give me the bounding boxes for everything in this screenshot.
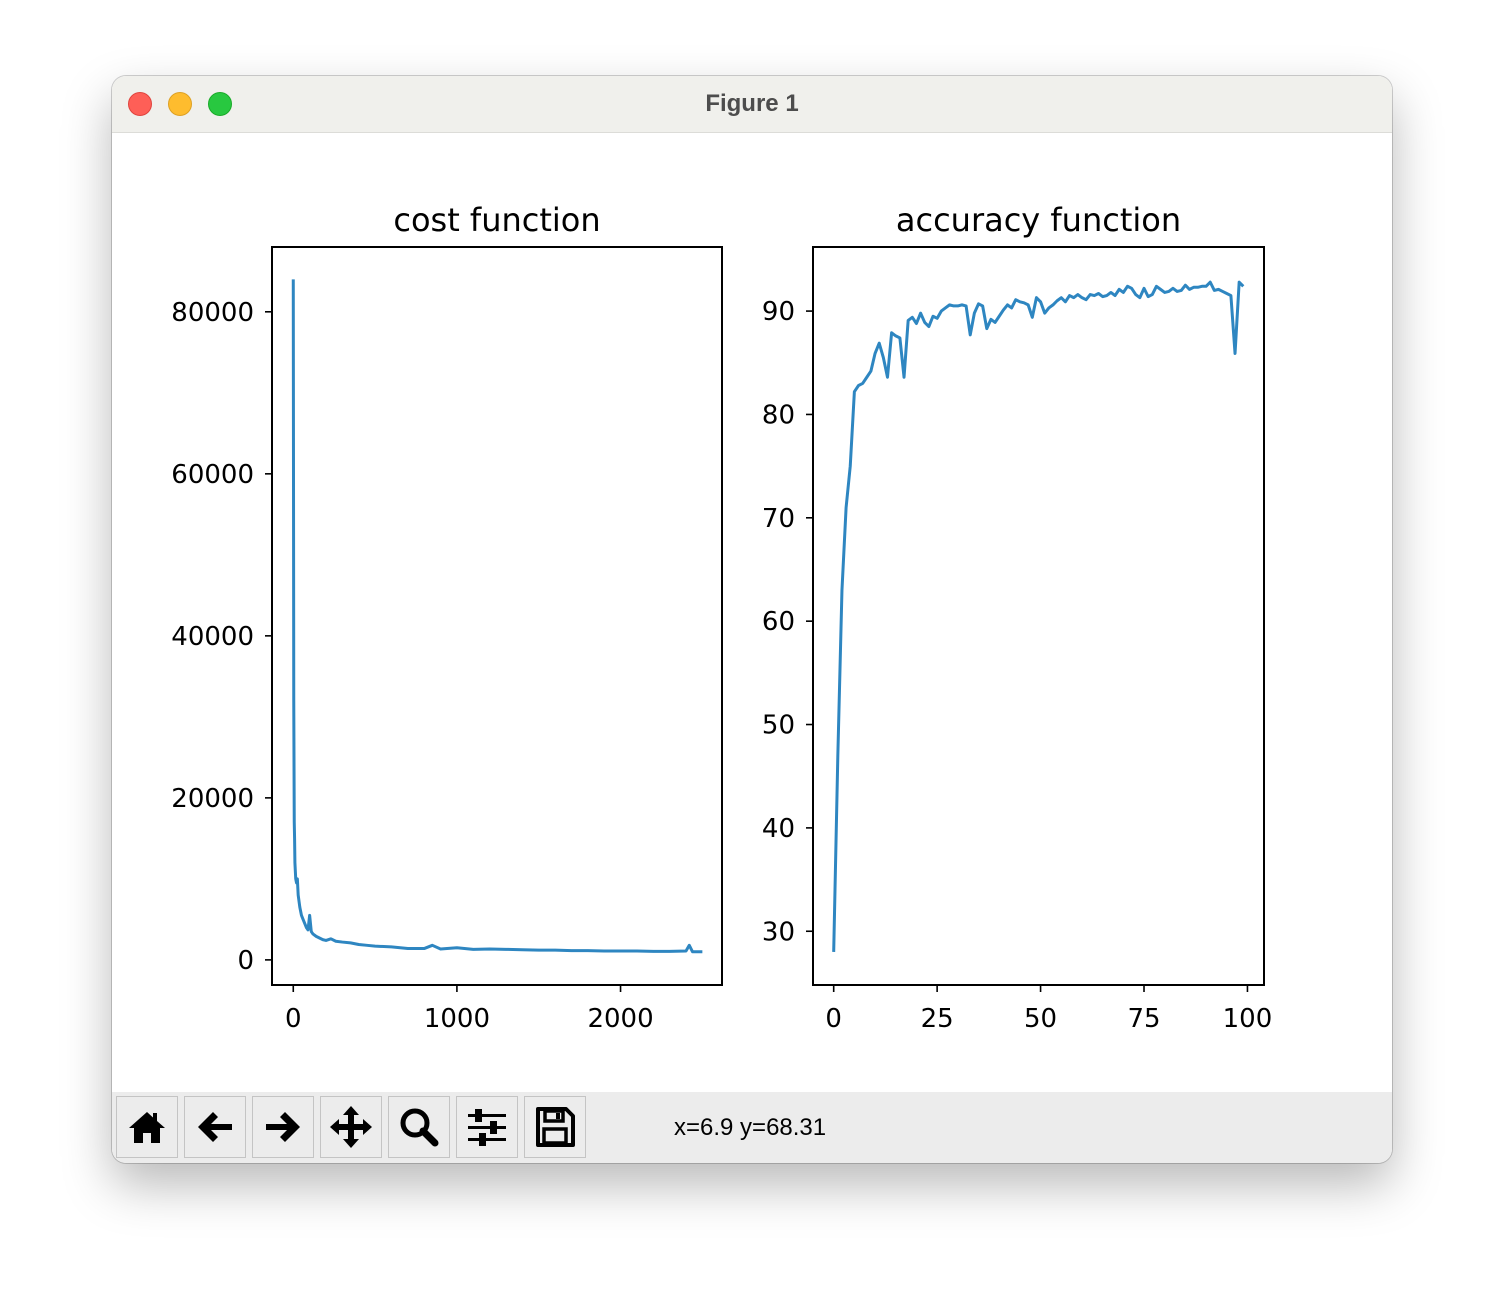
arrow-left-icon <box>198 1112 232 1142</box>
back-button[interactable] <box>184 1096 246 1158</box>
home-button[interactable] <box>116 1096 178 1158</box>
sliders-icon <box>468 1109 506 1146</box>
close-window-button[interactable] <box>128 92 152 116</box>
accuracy-axes-frame <box>812 246 1265 986</box>
figure-canvas[interactable]: cost function 0 1000 2000 0 20000 40000 60000 80… <box>112 133 1392 1092</box>
configure-subplots-button[interactable] <box>456 1096 518 1158</box>
forward-button[interactable] <box>252 1096 314 1158</box>
cost-x-tick-label: 1000 <box>424 1004 490 1034</box>
accuracy-x-tick-label: 100 <box>1223 1004 1273 1034</box>
cost-x-tick-label: 0 <box>285 1004 302 1034</box>
accuracy-x-tick-label: 25 <box>921 1004 954 1034</box>
figure-window: Figure 1 cost function 0 1000 2000 0 20000 400… <box>112 76 1392 1163</box>
accuracy-chart-title: accuracy function <box>896 201 1181 239</box>
cost-y-tick-label: 60000 <box>171 460 254 490</box>
cost-y-tick-label: 80000 <box>171 298 254 328</box>
accuracy-series-line-0 <box>832 280 1245 952</box>
accuracy-y-tick-label: 90 <box>762 297 795 327</box>
cost-y-tick-label: 20000 <box>171 784 254 814</box>
accuracy-y-tick-label: 30 <box>762 917 795 947</box>
accuracy-x-tick-label: 75 <box>1127 1004 1160 1034</box>
magnifier-icon <box>400 1108 439 1147</box>
accuracy-y-tick-label: 60 <box>762 607 795 637</box>
cursor-coordinates: x=6.9 y=68.31 <box>674 1114 827 1141</box>
move-icon <box>330 1106 372 1148</box>
home-icon <box>129 1112 165 1143</box>
cost-axes-frame <box>271 246 723 986</box>
minimize-window-button[interactable] <box>168 92 192 116</box>
zoom-button[interactable] <box>388 1096 450 1158</box>
floppy-disk-icon <box>536 1107 575 1147</box>
title-bar: Figure 1 <box>112 76 1392 133</box>
pan-button[interactable] <box>320 1096 382 1158</box>
cost-y-tick-label: 0 <box>237 946 254 976</box>
cost-x-tick-label: 2000 <box>587 1004 653 1034</box>
save-button[interactable] <box>524 1096 586 1158</box>
cost-y-tick-label: 40000 <box>171 622 254 652</box>
accuracy-x-tick-label: 0 <box>825 1004 842 1034</box>
cost-series-line-0 <box>291 279 703 954</box>
accuracy-y-tick-label: 40 <box>762 814 795 844</box>
accuracy-y-tick-label: 80 <box>762 400 795 430</box>
arrow-right-icon <box>266 1112 300 1142</box>
accuracy-axes: accuracy function 0 25 50 75 100 30 40 50 60 70 80 9… <box>762 201 1272 1034</box>
cost-chart-title: cost function <box>393 201 600 239</box>
accuracy-y-tick-label: 50 <box>762 711 795 741</box>
accuracy-x-tick-label: 50 <box>1024 1004 1057 1034</box>
navigation-toolbar: x=6.9 y=68.31 <box>112 1092 1392 1163</box>
accuracy-y-tick-label: 70 <box>762 504 795 534</box>
window-title: Figure 1 <box>705 90 799 117</box>
maximize-window-button[interactable] <box>208 92 232 116</box>
